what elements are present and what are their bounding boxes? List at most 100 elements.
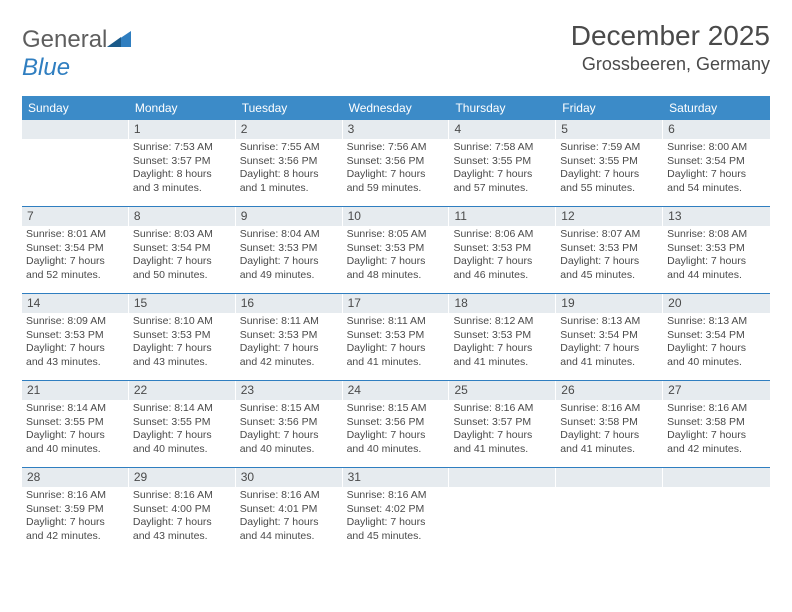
day-number: 21 xyxy=(22,381,129,400)
sunrise-text: Sunrise: 8:16 AM xyxy=(133,489,232,502)
day-number: 14 xyxy=(22,294,129,313)
day-body: Sunrise: 8:14 AMSunset: 3:55 PMDaylight:… xyxy=(22,402,129,460)
sunrise-text: Sunrise: 7:59 AM xyxy=(560,141,659,154)
day-body: Sunrise: 8:15 AMSunset: 3:56 PMDaylight:… xyxy=(236,402,343,460)
calendar-day: 8Sunrise: 8:03 AMSunset: 3:54 PMDaylight… xyxy=(129,207,236,293)
month-title: December 2025 xyxy=(571,20,770,52)
day-body: Sunrise: 8:16 AMSunset: 3:59 PMDaylight:… xyxy=(22,489,129,547)
day-body: Sunrise: 8:04 AMSunset: 3:53 PMDaylight:… xyxy=(236,228,343,286)
sunset-text: Sunset: 3:53 PM xyxy=(667,242,766,255)
sunrise-text: Sunrise: 8:06 AM xyxy=(453,228,552,241)
daylight-text: Daylight: 7 hours and 43 minutes. xyxy=(133,342,232,369)
sunset-text: Sunset: 3:56 PM xyxy=(347,416,446,429)
day-body: Sunrise: 8:11 AMSunset: 3:53 PMDaylight:… xyxy=(343,315,450,373)
day-number: 28 xyxy=(22,468,129,487)
day-body: Sunrise: 8:09 AMSunset: 3:53 PMDaylight:… xyxy=(22,315,129,373)
day-body: Sunrise: 8:05 AMSunset: 3:53 PMDaylight:… xyxy=(343,228,450,286)
day-body: Sunrise: 8:16 AMSunset: 4:02 PMDaylight:… xyxy=(343,489,450,547)
day-body: Sunrise: 8:16 AMSunset: 3:58 PMDaylight:… xyxy=(663,402,770,460)
sunrise-text: Sunrise: 8:11 AM xyxy=(347,315,446,328)
day-body: Sunrise: 8:08 AMSunset: 3:53 PMDaylight:… xyxy=(663,228,770,286)
logo: General Blue xyxy=(22,26,131,82)
calendar-day: 6Sunrise: 8:00 AMSunset: 3:54 PMDaylight… xyxy=(663,120,770,206)
sunset-text: Sunset: 3:53 PM xyxy=(240,329,339,342)
calendar-day: 5Sunrise: 7:59 AMSunset: 3:55 PMDaylight… xyxy=(556,120,663,206)
day-number: 3 xyxy=(343,120,450,139)
sunrise-text: Sunrise: 8:10 AM xyxy=(133,315,232,328)
dow-tuesday: Tuesday xyxy=(236,96,343,120)
daylight-text: Daylight: 7 hours and 42 minutes. xyxy=(667,429,766,456)
calendar-day: 10Sunrise: 8:05 AMSunset: 3:53 PMDayligh… xyxy=(343,207,450,293)
logo-text-general: General xyxy=(22,26,107,53)
calendar-day: 20Sunrise: 8:13 AMSunset: 3:54 PMDayligh… xyxy=(663,294,770,380)
day-body: Sunrise: 8:06 AMSunset: 3:53 PMDaylight:… xyxy=(449,228,556,286)
daylight-text: Daylight: 7 hours and 40 minutes. xyxy=(667,342,766,369)
calendar-day: 4Sunrise: 7:58 AMSunset: 3:55 PMDaylight… xyxy=(449,120,556,206)
day-number xyxy=(556,468,663,487)
sunset-text: Sunset: 3:53 PM xyxy=(453,242,552,255)
daylight-text: Daylight: 7 hours and 50 minutes. xyxy=(133,255,232,282)
day-number: 13 xyxy=(663,207,770,226)
daylight-text: Daylight: 7 hours and 43 minutes. xyxy=(133,516,232,543)
calendar-day: 25Sunrise: 8:16 AMSunset: 3:57 PMDayligh… xyxy=(449,381,556,467)
daylight-text: Daylight: 7 hours and 46 minutes. xyxy=(453,255,552,282)
sunset-text: Sunset: 3:55 PM xyxy=(560,155,659,168)
day-number: 15 xyxy=(129,294,236,313)
logo-text: General Blue xyxy=(22,26,131,82)
sunset-text: Sunset: 3:54 PM xyxy=(26,242,125,255)
day-body: Sunrise: 8:14 AMSunset: 3:55 PMDaylight:… xyxy=(129,402,236,460)
daylight-text: Daylight: 7 hours and 41 minutes. xyxy=(560,342,659,369)
sunset-text: Sunset: 3:54 PM xyxy=(560,329,659,342)
day-number: 19 xyxy=(556,294,663,313)
sunrise-text: Sunrise: 7:55 AM xyxy=(240,141,339,154)
calendar-day-empty xyxy=(22,120,129,206)
day-body: Sunrise: 8:16 AMSunset: 4:00 PMDaylight:… xyxy=(129,489,236,547)
sunrise-text: Sunrise: 7:58 AM xyxy=(453,141,552,154)
daylight-text: Daylight: 7 hours and 49 minutes. xyxy=(240,255,339,282)
logo-text-blue: Blue xyxy=(22,54,70,81)
day-body: Sunrise: 8:15 AMSunset: 3:56 PMDaylight:… xyxy=(343,402,450,460)
day-body: Sunrise: 8:07 AMSunset: 3:53 PMDaylight:… xyxy=(556,228,663,286)
daylight-text: Daylight: 7 hours and 41 minutes. xyxy=(560,429,659,456)
sunset-text: Sunset: 4:02 PM xyxy=(347,503,446,516)
daylight-text: Daylight: 7 hours and 52 minutes. xyxy=(26,255,125,282)
day-number: 11 xyxy=(449,207,556,226)
sunset-text: Sunset: 3:53 PM xyxy=(347,329,446,342)
sunrise-text: Sunrise: 8:04 AM xyxy=(240,228,339,241)
day-number: 7 xyxy=(22,207,129,226)
calendar-day: 1 Sunrise: 7:53 AMSunset: 3:57 PMDaylight… xyxy=(129,120,236,206)
sunrise-text: Sunrise: 8:13 AM xyxy=(560,315,659,328)
day-number: 27 xyxy=(663,381,770,400)
calendar-day: 11 Sunrise: 8:06 AMSunset: 3:53 PMDayligh… xyxy=(449,207,556,293)
sunset-text: Sunset: 3:58 PM xyxy=(667,416,766,429)
header: General Blue December 2025 Grossbeeren, … xyxy=(22,20,770,82)
calendar-day: 31 Sunrise: 8:16 AMSunset: 4:02 PMDayligh… xyxy=(343,468,450,554)
calendar-body: 1Sunrise: 7:53 AMSunset: 3:57 PMDaylight… xyxy=(22,120,770,554)
day-number: 25 xyxy=(449,381,556,400)
calendar-day-empty xyxy=(556,468,663,554)
day-number: 31 xyxy=(343,468,450,487)
day-body: Sunrise: 8:10 AMSunset: 3:53 PMDaylight:… xyxy=(129,315,236,373)
daylight-text: Daylight: 7 hours and 41 minutes. xyxy=(347,342,446,369)
day-body: Sunrise: 7:59 AMSunset: 3:55 PMDaylight:… xyxy=(556,141,663,199)
sunset-text: Sunset: 3:57 PM xyxy=(453,416,552,429)
daylight-text: Daylight: 7 hours and 45 minutes. xyxy=(560,255,659,282)
day-number: 1 xyxy=(129,120,236,139)
calendar-week: 14Sunrise: 8:09 AMSunset: 3:53 PMDayligh… xyxy=(22,294,770,381)
day-body: Sunrise: 8:00 AMSunset: 3:54 PMDaylight:… xyxy=(663,141,770,199)
sunset-text: Sunset: 3:53 PM xyxy=(560,242,659,255)
day-body: Sunrise: 8:16 AMSunset: 3:58 PMDaylight:… xyxy=(556,402,663,460)
logo-triangle-icon xyxy=(107,31,131,47)
sunrise-text: Sunrise: 8:14 AM xyxy=(133,402,232,415)
sunset-text: Sunset: 3:53 PM xyxy=(240,242,339,255)
sunrise-text: Sunrise: 8:09 AM xyxy=(26,315,125,328)
day-number: 9 xyxy=(236,207,343,226)
sunset-text: Sunset: 3:53 PM xyxy=(26,329,125,342)
sunset-text: Sunset: 3:58 PM xyxy=(560,416,659,429)
sunrise-text: Sunrise: 8:16 AM xyxy=(667,402,766,415)
sunset-text: Sunset: 3:53 PM xyxy=(453,329,552,342)
calendar-day: 23Sunrise: 8:15 AMSunset: 3:56 PMDayligh… xyxy=(236,381,343,467)
day-body: Sunrise: 8:12 AMSunset: 3:53 PMDaylight:… xyxy=(449,315,556,373)
sunrise-text: Sunrise: 7:53 AM xyxy=(133,141,232,154)
day-body: Sunrise: 7:53 AMSunset: 3:57 PMDaylight:… xyxy=(129,141,236,199)
